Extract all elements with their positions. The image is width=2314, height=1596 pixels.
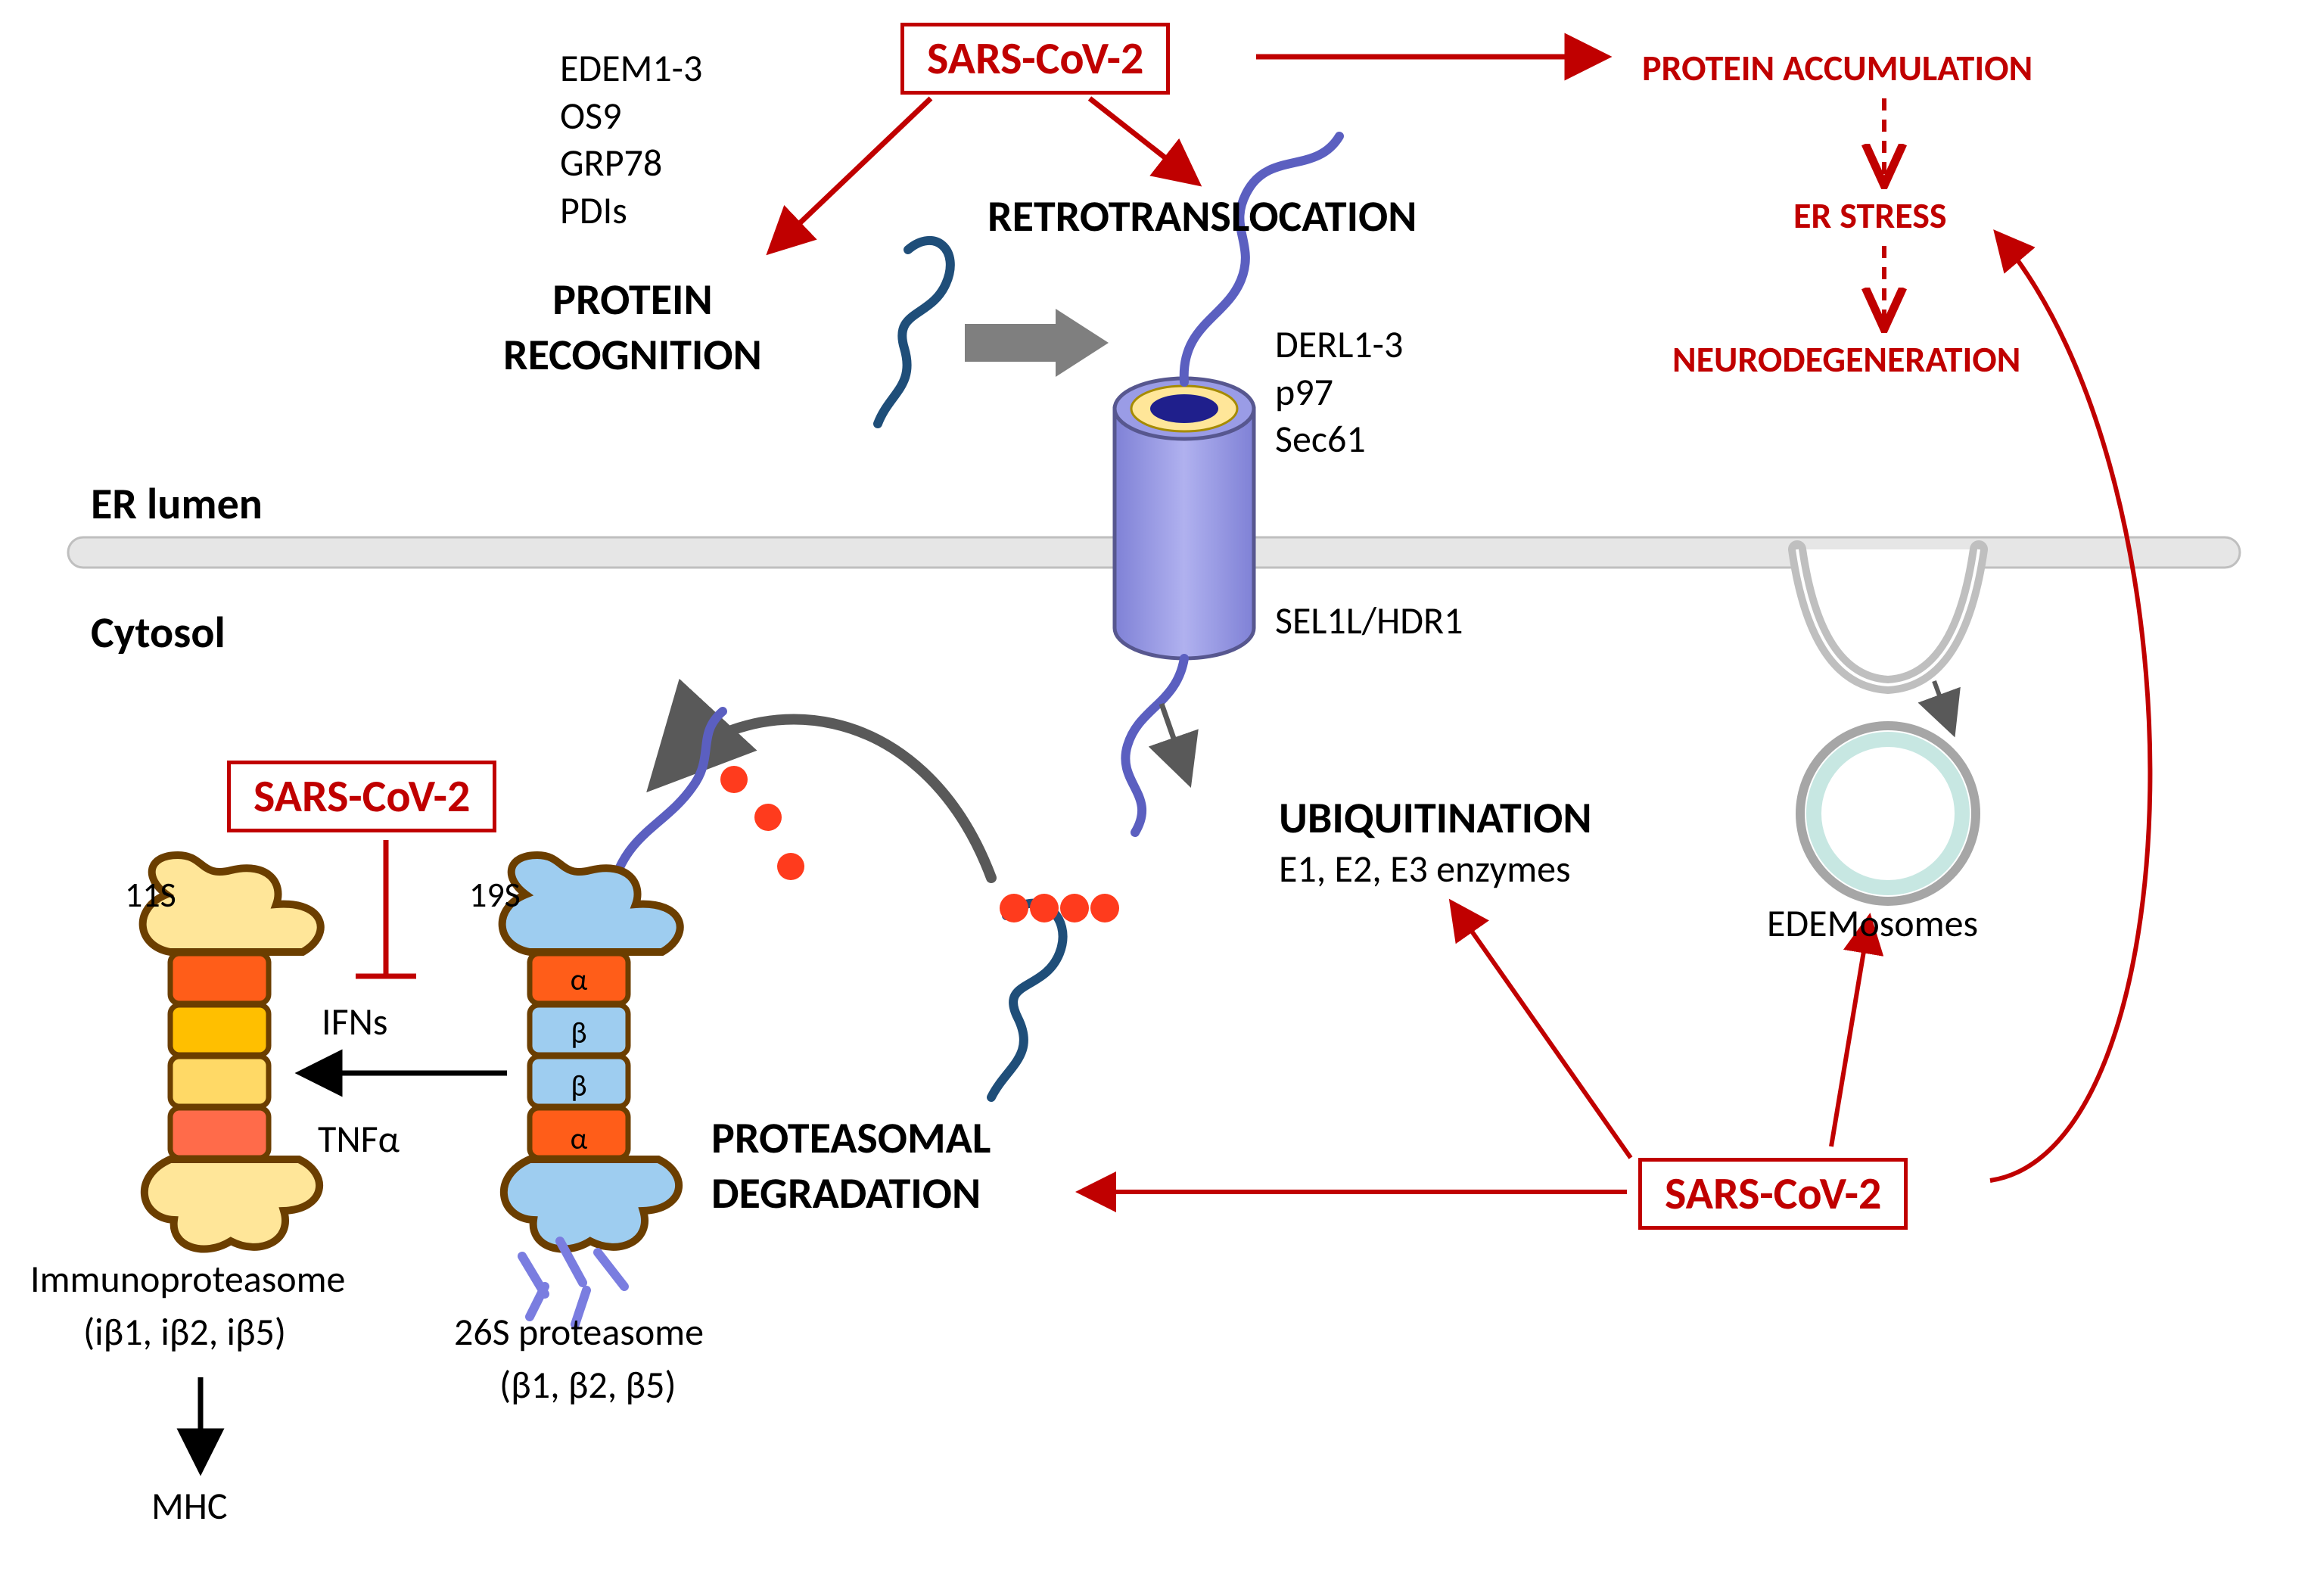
label-cytosol: Cytosol: [91, 605, 225, 661]
label-ub-enzymes: E1, E2, E3 enzymes: [1279, 846, 1571, 894]
inhibition-sars-to-ifn: [356, 840, 416, 976]
arrow-sars-right-to-edemosome: [1831, 919, 1869, 1146]
label-ubiquitination: UBIQUITINATION: [1279, 791, 1592, 846]
label-er-stress: ER STRESS: [1793, 193, 1947, 238]
edemosome-vesicle: [1800, 726, 1976, 901]
peptide-into-26s: [613, 711, 723, 885]
arrow-sars-to-recognition: [772, 98, 931, 250]
label-immuno-sub: (iβ1, iβ2, iβ5): [83, 1309, 286, 1357]
sars-box-right-text: SARS-CoV-2: [1665, 1166, 1881, 1221]
arrow-sars-right-to-ub: [1453, 904, 1631, 1158]
label-beta1: β: [564, 1014, 594, 1052]
label-sel1l: SEL1L/HDR1: [1275, 598, 1463, 646]
label-19s: 19S: [469, 874, 521, 918]
label-tnf: TNFα: [318, 1116, 400, 1164]
sars-box-left-text: SARS-CoV-2: [253, 769, 470, 824]
retrotranslocon-channel: [1115, 378, 1254, 658]
ub-peptide: [991, 904, 1063, 1097]
label-neurodegeneration: NEURODEGENERATION: [1672, 337, 2020, 382]
proteasome-26s: [502, 855, 680, 1249]
label-26s-sub: (β1, β2, β5): [499, 1362, 676, 1410]
label-retrotranslocation: RETROTRANSLOCATION: [987, 189, 1417, 244]
peptide-strand-bottom: [1125, 658, 1184, 832]
sars-box-top-text: SARS-CoV-2: [927, 31, 1143, 86]
label-protein-recognition: PROTEIN RECOGNITION: [503, 272, 762, 382]
arrow-bud-to-vesicle: [1934, 681, 1952, 730]
label-26s: 26S proteasome: [454, 1309, 704, 1357]
diagram-stage: SARS-CoV-2 SARS-CoV-2 SARS-CoV-2 ER lume…: [0, 0, 2314, 1596]
er-membrane: [68, 537, 2240, 568]
label-immunoproteasome: Immunoproteasome: [30, 1256, 345, 1304]
arrow-channel-to-ub: [1162, 704, 1188, 779]
label-mhc: MHC: [151, 1483, 228, 1531]
label-edem-list: EDEM1-3 OS9 GRP78 PDIs: [560, 45, 702, 235]
label-alpha1: α: [564, 961, 594, 999]
sars-box-right: SARS-CoV-2: [1638, 1158, 1908, 1230]
label-proteasomal: PROTEASOMAL DEGRADATION: [711, 1111, 991, 1221]
arrow-recognition-to-retro: [965, 309, 1109, 377]
sars-box-top: SARS-CoV-2: [900, 23, 1170, 95]
sars-box-left: SARS-CoV-2: [227, 761, 496, 832]
arrow-ub-to-proteasome: [658, 719, 991, 878]
label-protein-accumulation: PROTEIN ACCUMULATION: [1642, 45, 2033, 91]
vesicle-bud: [1797, 549, 1979, 685]
label-beta2: β: [564, 1067, 594, 1105]
label-ifns: IFNs: [322, 999, 387, 1047]
label-edemosomes: EDEMosomes: [1767, 901, 1978, 948]
arrow-sars-to-retro: [1090, 98, 1196, 182]
recognition-peptide: [878, 241, 950, 424]
label-retro-list: DERL1-3 p97 Sec61: [1275, 322, 1403, 464]
label-er-lumen: ER lumen: [91, 477, 263, 532]
label-11s: 11S: [125, 874, 176, 918]
label-alpha2: α: [564, 1120, 594, 1158]
